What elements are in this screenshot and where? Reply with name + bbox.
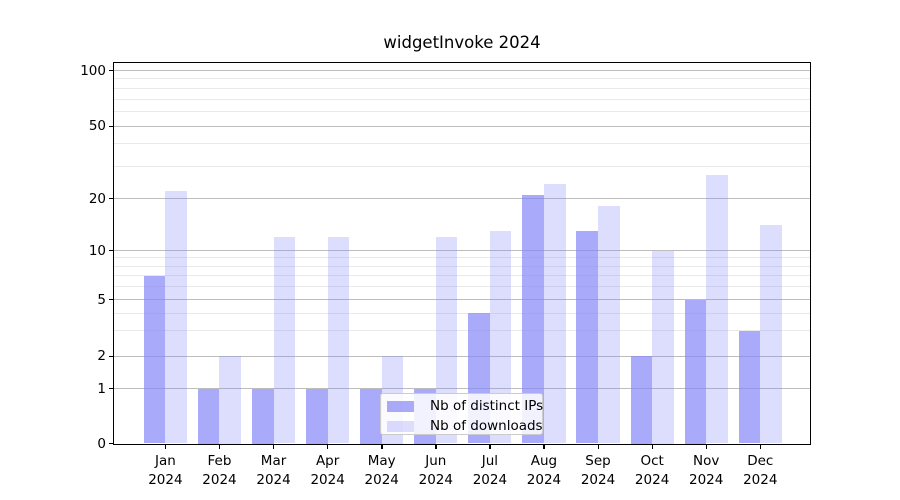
gridline-minor [114,275,810,277]
bar-distinct-ips [522,194,544,444]
gridline-minor [114,257,810,259]
legend: Nb of distinct IPs Nb of downloads [380,393,543,435]
y-axis-label: 1 [97,380,106,397]
bar-downloads [760,225,782,444]
y-tick-mark [109,198,114,200]
bar-distinct-ips [360,388,382,444]
x-axis-label: Jun 2024 [418,453,453,488]
bar-distinct-ips [576,230,599,444]
x-axis-label: Mar 2024 [256,453,291,488]
x-axis-label: Jan 2024 [148,453,183,488]
x-axis-label: Jul 2024 [472,453,508,488]
x-tick-mark [435,443,437,449]
gridline-minor [114,330,810,332]
bar-downloads [652,250,674,444]
gridline-major [114,388,810,389]
gridline-major [114,355,810,357]
gridline-minor [114,87,810,89]
bar-distinct-ips [630,356,653,444]
gridline-minor [114,286,810,288]
bar-downloads [165,190,187,444]
gridline-major [114,198,810,199]
bar-downloads [706,174,728,444]
x-axis-label: Oct 2024 [634,453,670,488]
legend-label-distinct-ips: Nb of distinct IPs [430,398,544,414]
gridline-minor [114,165,810,167]
y-tick-mark [109,250,114,252]
gridline-major [114,70,810,71]
y-axis-label: 2 [97,348,106,364]
legend-entry-distinct-ips: Nb of distinct IPs [387,398,544,415]
x-tick-mark [705,443,707,449]
bar-distinct-ips [738,330,761,444]
y-axis-label: 10 [88,242,106,259]
x-tick-mark [489,443,491,449]
bar-distinct-ips [143,275,166,444]
y-axis-label: 0 [97,435,106,452]
bar-downloads [435,236,458,444]
x-tick-mark [327,443,329,449]
gridline-minor [114,143,810,145]
y-tick-mark [109,388,114,390]
bar-distinct-ips [251,388,274,444]
y-tick-mark [109,443,114,445]
gridline-major [114,125,810,127]
y-axis-label: 50 [88,118,106,134]
gridline-minor [114,312,810,314]
gridline-major [114,299,810,300]
bar-downloads [327,236,350,444]
legend-entry-downloads: Nb of downloads [387,418,543,435]
x-axis-label: Apr 2024 [310,453,345,488]
x-tick-mark [164,443,167,449]
x-axis-label: May 2024 [364,453,399,488]
bar-distinct-ips [197,388,220,444]
legend-label-downloads: Nb of downloads [430,418,543,434]
gridline-minor [114,78,810,80]
bar-distinct-ips [306,388,328,444]
x-axis-label: Nov 2024 [689,453,724,488]
x-tick-mark [381,443,383,449]
x-axis-label: Feb 2024 [202,453,237,488]
y-axis-label: 20 [88,190,106,207]
legend-swatch-downloads [387,421,414,432]
y-tick-mark [109,70,114,72]
bar-downloads [219,356,242,444]
x-tick-mark [273,443,275,449]
bar-downloads [598,206,620,444]
bar-downloads [543,184,566,444]
y-tick-mark [109,355,114,357]
x-tick-mark [759,443,762,449]
x-tick-mark [543,443,545,449]
gridline-minor [114,265,810,267]
gridline-minor [114,110,810,112]
y-tick-mark [109,299,114,301]
x-tick-mark [651,443,653,449]
bar-downloads [489,230,512,444]
y-tick-mark [109,125,114,127]
x-axis-label: Sep 2024 [580,453,616,488]
chart-title: widgetInvoke 2024 [383,33,541,52]
gridline-major [114,250,810,251]
legend-swatch-distinct-ips [387,401,414,412]
x-axis-label: Dec 2024 [743,453,778,488]
bar-downloads [273,236,296,444]
x-axis-label: Aug 2024 [526,453,562,488]
gridline-minor [114,98,810,100]
y-axis-label: 100 [80,62,106,79]
y-axis-label: 5 [97,291,106,308]
bar-distinct-ips [684,299,707,444]
x-tick-mark [218,443,221,449]
x-tick-mark [597,443,599,449]
